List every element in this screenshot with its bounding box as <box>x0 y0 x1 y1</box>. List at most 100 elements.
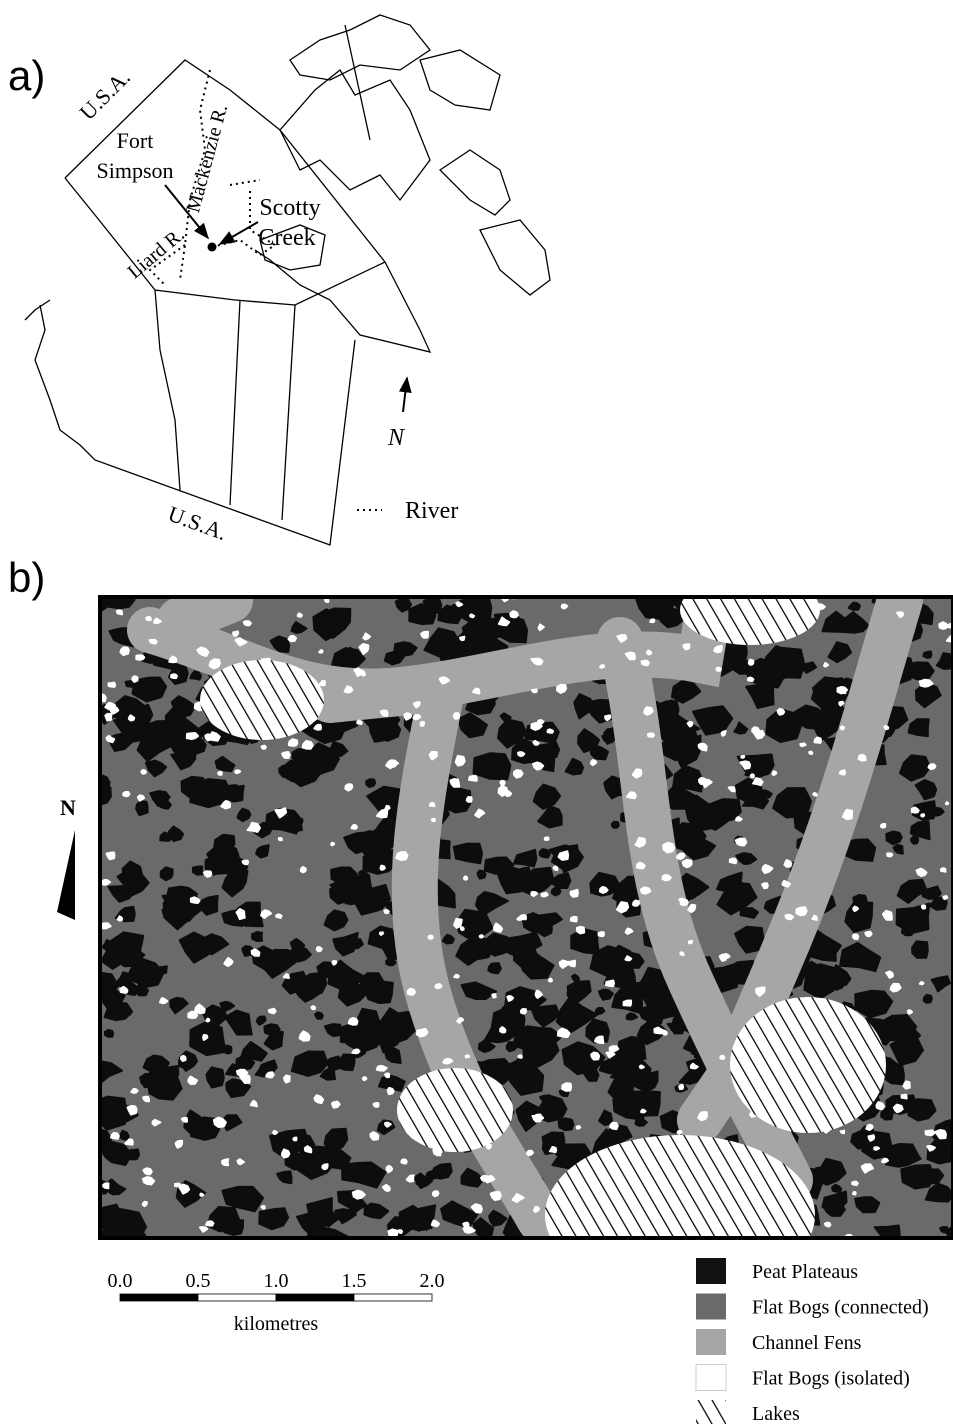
patch <box>595 1037 603 1044</box>
patch <box>101 880 110 885</box>
patch <box>514 770 523 778</box>
lake <box>397 1068 513 1152</box>
patch <box>924 995 932 1003</box>
patch <box>812 916 817 920</box>
scale-tick-label: 0.0 <box>108 1270 133 1292</box>
patch <box>684 644 690 649</box>
legend-label: Lakes <box>752 1403 800 1424</box>
patch <box>748 677 753 681</box>
patch <box>359 871 368 877</box>
patch <box>224 1045 231 1053</box>
patch <box>689 941 692 944</box>
patch <box>572 975 579 982</box>
scale-tick-label: 2.0 <box>420 1270 445 1292</box>
patch <box>548 729 554 733</box>
patch <box>866 1125 872 1130</box>
patch <box>417 1178 426 1185</box>
patch <box>507 996 513 1001</box>
patch <box>730 859 737 864</box>
patch <box>633 901 639 906</box>
patch <box>473 689 479 694</box>
patch <box>123 792 129 796</box>
legend-swatch <box>696 1258 726 1284</box>
patch <box>143 1097 149 1102</box>
patch <box>912 941 928 957</box>
patch <box>641 1110 646 1113</box>
patch <box>262 1206 265 1209</box>
patch <box>176 1141 182 1148</box>
patch <box>317 947 322 951</box>
patch <box>596 1008 605 1014</box>
patch <box>559 1118 574 1130</box>
patch <box>869 1135 875 1141</box>
patch <box>577 927 584 934</box>
patch <box>800 743 805 746</box>
patch <box>101 923 111 928</box>
north-arrow <box>403 378 407 412</box>
patch <box>325 599 329 602</box>
map-label: Mackenzie R. <box>182 102 232 215</box>
patch <box>204 871 212 877</box>
patch <box>218 772 221 775</box>
patch <box>549 979 552 982</box>
patch <box>519 1055 522 1058</box>
patch <box>749 660 753 665</box>
patch <box>425 1171 439 1179</box>
patch <box>143 1177 154 1184</box>
patch <box>648 733 654 737</box>
patch <box>262 746 266 749</box>
patch <box>520 915 526 919</box>
map-label: U.S.A. <box>74 64 134 124</box>
scale-segment <box>276 1294 354 1301</box>
patch <box>545 837 549 840</box>
channel-fen <box>180 600 230 620</box>
patch <box>266 1072 274 1077</box>
patch <box>815 737 821 743</box>
patch <box>332 961 336 965</box>
patch <box>467 797 472 802</box>
patch <box>562 605 568 609</box>
patch <box>374 988 383 997</box>
north-label: N <box>387 425 406 451</box>
patch <box>143 1168 151 1174</box>
legend-label: Flat Bogs (connected) <box>752 1297 929 1319</box>
patch <box>886 832 902 845</box>
patch <box>456 756 465 766</box>
patch <box>773 771 777 775</box>
patch <box>396 852 407 860</box>
patch <box>877 1102 885 1109</box>
patch <box>222 1159 228 1165</box>
patch <box>150 640 157 644</box>
patch <box>841 727 844 730</box>
patch <box>722 731 726 736</box>
patch <box>284 1076 290 1083</box>
legend-swatch <box>696 1329 726 1355</box>
patch <box>252 932 262 941</box>
patch <box>920 680 933 687</box>
patch <box>357 721 362 725</box>
patch <box>683 860 692 867</box>
patch <box>440 677 449 683</box>
patch <box>606 981 614 987</box>
patch <box>922 905 925 908</box>
patch <box>252 949 260 955</box>
patch <box>720 955 727 961</box>
patch <box>929 764 936 769</box>
scale-unit: kilometres <box>234 1313 319 1335</box>
legend-label: Channel Fens <box>752 1332 862 1354</box>
patch <box>785 915 793 919</box>
patch <box>103 1183 108 1188</box>
patch <box>680 899 684 902</box>
patch <box>853 907 858 912</box>
patch <box>571 890 578 897</box>
patch <box>840 770 846 774</box>
patch <box>882 1159 888 1163</box>
patch <box>500 1027 505 1032</box>
patch <box>385 1073 389 1077</box>
patch <box>571 917 577 922</box>
patch <box>534 1115 542 1122</box>
patch <box>322 1164 327 1169</box>
patch <box>838 687 848 693</box>
patch <box>384 910 389 914</box>
patch <box>698 1112 707 1120</box>
